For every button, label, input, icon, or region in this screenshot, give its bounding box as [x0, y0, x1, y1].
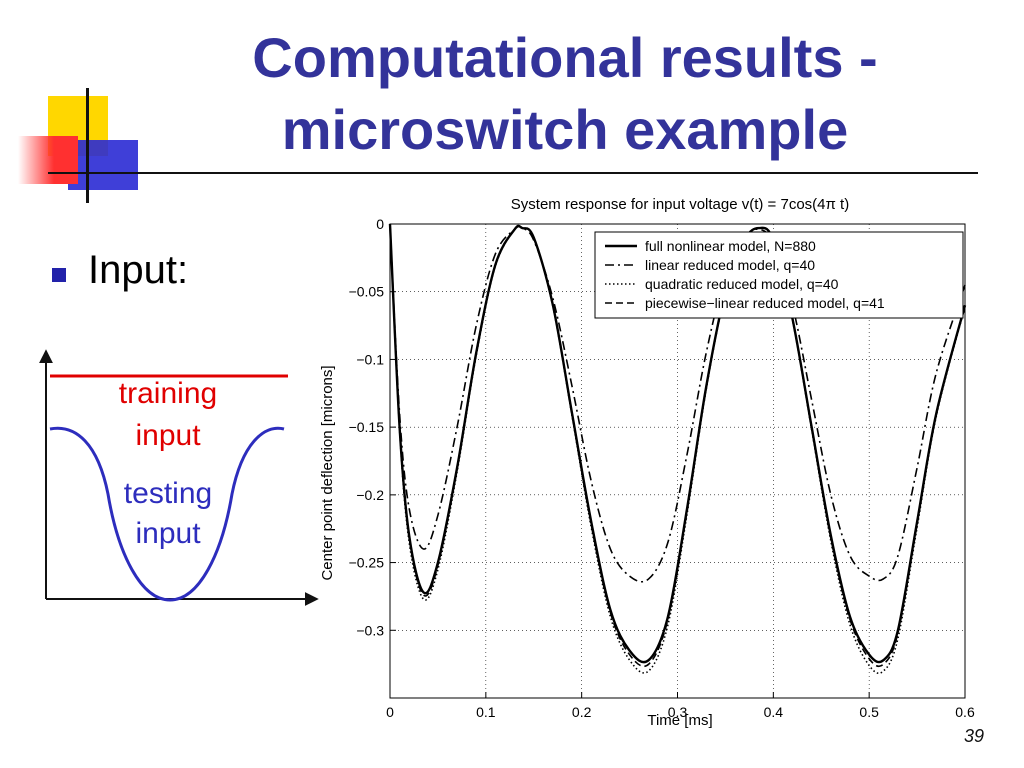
x-tick-label: 0.5: [859, 704, 879, 720]
y-tick-label: 0: [376, 216, 384, 232]
x-tick-label: 0.1: [476, 704, 496, 720]
input-sketch: [39, 349, 319, 606]
x-tick-label: 0: [386, 704, 394, 720]
series-line-dashdot: [389, 223, 966, 583]
x-tick-label: 0.3: [668, 704, 688, 720]
training-label-line-2: input: [135, 419, 201, 452]
slide-title-line-2: microswitch example: [281, 98, 849, 161]
testing-label-line-1: testing: [123, 477, 213, 510]
legend-box: [594, 231, 964, 319]
x-axis-label: Time [ms]: [647, 712, 712, 729]
slide-title-line-1: Computational results -: [252, 26, 878, 89]
y-tick-label: −0.2: [356, 487, 384, 503]
training-label-line-1: training: [118, 377, 218, 410]
chart-series-group: [388, 223, 967, 675]
system-response-chart: System response for input voltage v(t) =…: [319, 196, 975, 729]
legend-entry: full nonlinear model, N=880: [645, 238, 816, 254]
x-tick-label: 0.6: [955, 704, 975, 720]
bullet-square-icon: [52, 268, 66, 282]
decoration-vertical-line: [86, 88, 89, 203]
chart-title: System response for input voltage v(t) =…: [511, 196, 849, 213]
y-tick-label: −0.15: [349, 419, 385, 435]
testing-input-curve: [49, 426, 285, 602]
chart-ticks: 0 0.1 0.2 0.3 0.4 0.5 0.6 0 −0.05 −0.1 −0.15 −0.2 −0…: [349, 216, 975, 720]
legend-entry: linear reduced model, q=40: [645, 257, 815, 273]
x-tick-label: 0.2: [572, 704, 592, 720]
decoration-red-gradient: [18, 136, 78, 184]
y-tick-label: −0.25: [349, 555, 385, 571]
chart-legend: full nonlinear model, N=880 linear reduce…: [594, 231, 964, 319]
bullet-text: Input:: [88, 248, 189, 292]
legend-entry: quadratic reduced model, q=40: [645, 276, 839, 292]
testing-label-line-2: input: [135, 517, 201, 550]
x-tick-label: 0.4: [764, 704, 784, 720]
y-tick-label: −0.3: [356, 622, 384, 638]
y-tick-label: −0.1: [356, 351, 384, 367]
y-tick-label: −0.05: [349, 284, 385, 300]
y-axis-label: Center point deflection [microns]: [319, 365, 336, 580]
series-line-dashed: [389, 223, 966, 668]
decoration-horizontal-rule: [48, 172, 978, 174]
decoration-blue-square: [68, 140, 138, 190]
legend-entry: piecewise−linear reduced model, q=41: [645, 295, 885, 311]
page-number: 39: [963, 726, 984, 746]
